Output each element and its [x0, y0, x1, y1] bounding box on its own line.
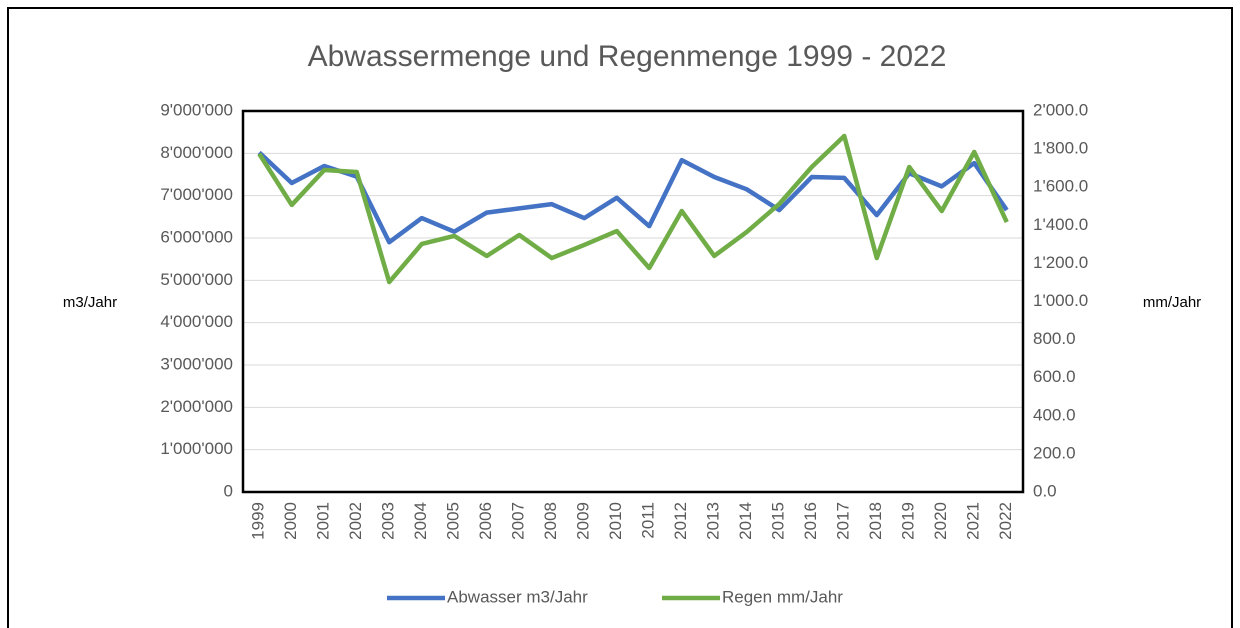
x-tick-label: 2013	[704, 502, 723, 540]
y-tick-label: 6'000'000	[160, 227, 233, 246]
x-tick-label: 2012	[671, 502, 690, 540]
x-tick-label: 2019	[899, 502, 918, 540]
chart-title: Abwassermenge und Regenmenge 1999 - 2022	[308, 40, 947, 73]
x-tick-label: 2018	[866, 502, 885, 540]
y-tick-label: 7'000'000	[160, 185, 233, 204]
y2-tick-label: 2'000.0	[1033, 100, 1088, 119]
y2-tick-label: 800.0	[1033, 329, 1076, 348]
x-tick-label: 2015	[769, 502, 788, 540]
y2-tick-label: 1'000.0	[1033, 291, 1088, 310]
x-tick-label: 2008	[541, 502, 560, 540]
y2-tick-label: 0.0	[1033, 481, 1057, 500]
y-tick-label: 2'000'000	[160, 397, 233, 416]
x-tick-label: 2022	[996, 502, 1015, 540]
legend-label: Abwasser m3/Jahr	[447, 587, 588, 606]
x-tick-label: 2010	[606, 502, 625, 540]
x-tick-label: 2000	[281, 502, 300, 540]
data-line	[257, 150, 1009, 245]
x-tick-label: 2006	[476, 502, 495, 540]
x-tick-label: 2014	[736, 502, 755, 540]
y-tick-label: 1'000'000	[160, 439, 233, 458]
plot-border	[241, 109, 1025, 494]
y-tick-label: 5'000'000	[160, 270, 233, 289]
chart-frame	[7, 7, 1233, 628]
y-axis-label: m3/Jahr	[63, 294, 117, 311]
legend-label: Regen mm/Jahr	[722, 587, 843, 606]
y2-tick-label: 1'400.0	[1033, 215, 1088, 234]
x-tick-label: 2004	[411, 502, 430, 540]
x-tick-label: 2001	[314, 502, 333, 540]
x-tick-label: 2002	[346, 502, 365, 540]
y-tick-label: 8'000'000	[160, 143, 233, 162]
y-tick-label: 0	[224, 481, 233, 500]
y2-tick-label: 1'600.0	[1033, 177, 1088, 196]
y-tick-label: 3'000'000	[160, 354, 233, 373]
data-line	[257, 133, 1009, 285]
y-tick-label: 9'000'000	[160, 100, 233, 119]
y2-tick-label: 1'200.0	[1033, 253, 1088, 272]
x-tick-label: 2003	[379, 502, 398, 540]
x-tick-label: 2021	[964, 502, 983, 540]
y2-tick-label: 400.0	[1033, 405, 1076, 424]
x-tick-label: 2020	[931, 502, 950, 540]
x-tick-label: 2017	[834, 502, 853, 540]
y2-tick-label: 1'800.0	[1033, 139, 1088, 158]
x-tick-label: 2009	[574, 502, 593, 540]
x-tick-label: 2005	[444, 502, 463, 540]
y2-axis-label: mm/Jahr	[1143, 294, 1201, 311]
y-tick-label: 4'000'000	[160, 312, 233, 331]
y2-tick-label: 600.0	[1033, 367, 1076, 386]
x-tick-label: 2007	[509, 502, 528, 540]
x-tick-label: 1999	[249, 502, 268, 540]
y2-tick-label: 200.0	[1033, 443, 1076, 462]
x-tick-label: 2011	[639, 502, 658, 539]
x-tick-label: 2016	[801, 502, 820, 540]
